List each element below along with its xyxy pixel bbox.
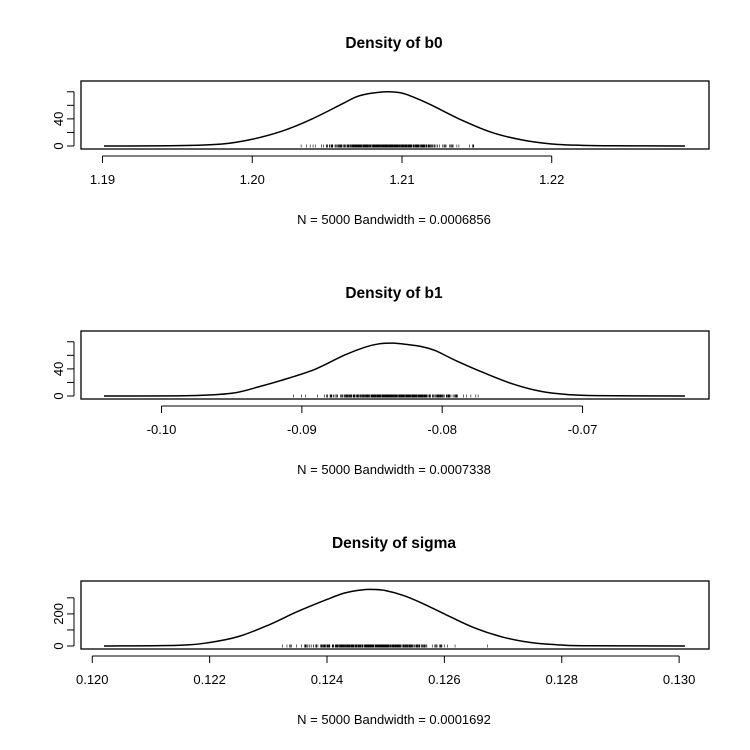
subtitle-b0: N = 5000 Bandwidth = 0.0006856 bbox=[297, 212, 491, 227]
y-tick-label-b1: 0 bbox=[51, 392, 66, 399]
x-tick-label-b0: 1.20 bbox=[240, 172, 265, 187]
plot-title-sigma: Density of sigma bbox=[332, 535, 456, 552]
y-tick-label-b0: 40 bbox=[51, 112, 66, 126]
density-line-sigma bbox=[103, 588, 686, 647]
y-tick-label-b0: 0 bbox=[51, 142, 66, 149]
panel-b0: Density of b0 1.19 1.20 1.21 1.22 0 40 N = 5000… bbox=[51, 35, 710, 227]
plot-title-b1: Density of b1 bbox=[345, 285, 443, 302]
panel-sigma: Density of sigma 0.120 0.122 0.124 0.126 0.12… bbox=[51, 535, 710, 727]
x-tick-label-b1: -0.08 bbox=[427, 422, 457, 437]
x-tick-label-b1: -0.07 bbox=[568, 422, 598, 437]
rug-marks-sigma bbox=[281, 644, 488, 648]
rug-marks-b1 bbox=[293, 394, 479, 398]
plot-frame-b0 bbox=[80, 80, 710, 150]
subtitle-sigma: N = 5000 Bandwidth = 0.0001692 bbox=[297, 712, 491, 727]
y-tick-label-b1: 40 bbox=[51, 362, 66, 376]
plot-frame-sigma bbox=[80, 580, 710, 650]
x-tick-label-sigma: 0.122 bbox=[193, 672, 226, 687]
x-tick-label-sigma: 0.120 bbox=[76, 672, 109, 687]
plot-title-b0: Density of b0 bbox=[345, 35, 442, 52]
x-tick-label-sigma: 0.126 bbox=[428, 672, 461, 687]
density-line-b0 bbox=[103, 91, 686, 147]
panel-b1: Density of b1 -0.10 -0.09 -0.08 -0.07 0 40 N = … bbox=[51, 285, 710, 477]
y-tick-label-sigma: 0 bbox=[51, 642, 66, 649]
x-tick-label-b0: 1.22 bbox=[539, 172, 564, 187]
rug-marks-b0 bbox=[300, 144, 475, 148]
x-tick-label-b0: 1.19 bbox=[90, 172, 115, 187]
plot-frame-b1 bbox=[80, 330, 710, 400]
x-tick-label-b1: -0.10 bbox=[147, 422, 177, 437]
subtitle-b1: N = 5000 Bandwidth = 0.0007338 bbox=[297, 462, 491, 477]
x-tick-label-b0: 1.21 bbox=[389, 172, 414, 187]
x-tick-label-sigma: 0.130 bbox=[663, 672, 696, 687]
x-tick-label-sigma: 0.128 bbox=[545, 672, 578, 687]
density-line-b1 bbox=[103, 342, 686, 397]
x-tick-label-b1: -0.09 bbox=[287, 422, 317, 437]
y-tick-label-sigma: 200 bbox=[51, 603, 66, 625]
x-tick-label-sigma: 0.124 bbox=[311, 672, 344, 687]
